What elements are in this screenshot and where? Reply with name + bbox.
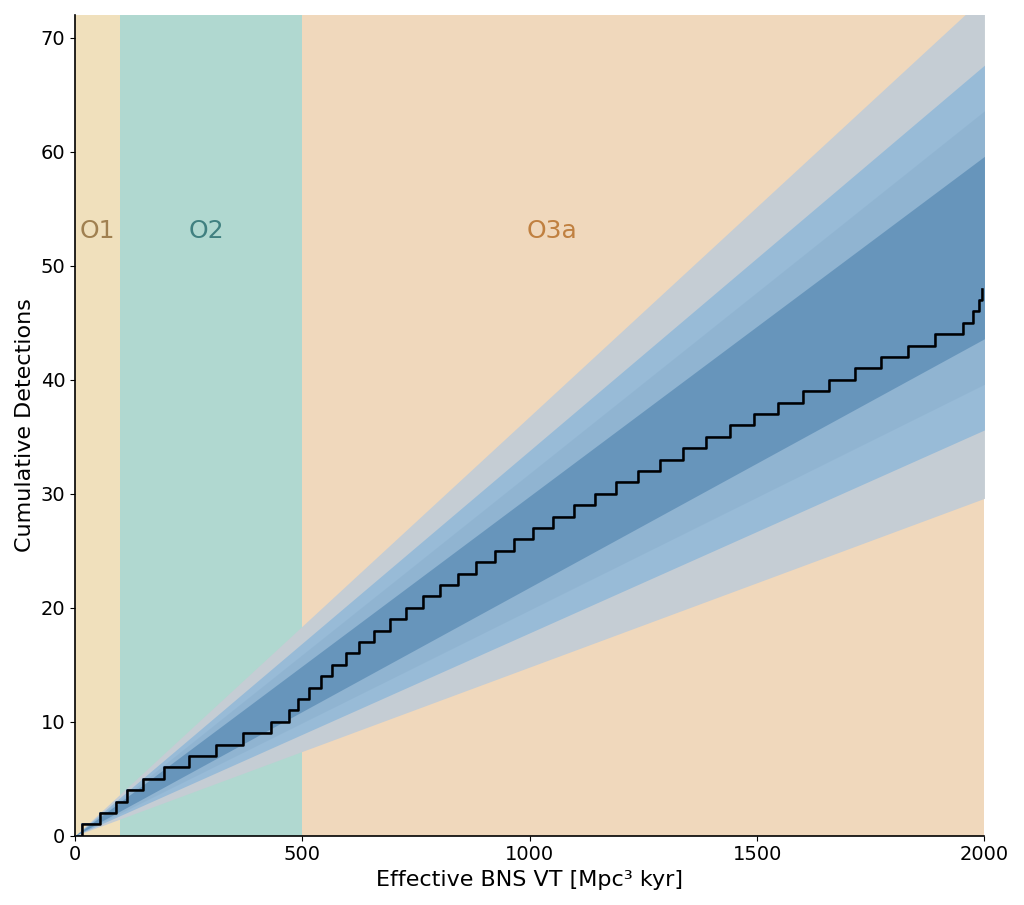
Bar bbox=[302, 15, 984, 835]
Text: O3a: O3a bbox=[527, 219, 578, 243]
Text: O1: O1 bbox=[80, 219, 116, 243]
Text: O2: O2 bbox=[189, 219, 224, 243]
Bar bbox=[121, 15, 302, 835]
X-axis label: Effective BNS VT [Mpc³ kyr]: Effective BNS VT [Mpc³ kyr] bbox=[376, 870, 683, 890]
Bar bbox=[75, 15, 121, 835]
Y-axis label: Cumulative Detections: Cumulative Detections bbox=[15, 299, 35, 552]
